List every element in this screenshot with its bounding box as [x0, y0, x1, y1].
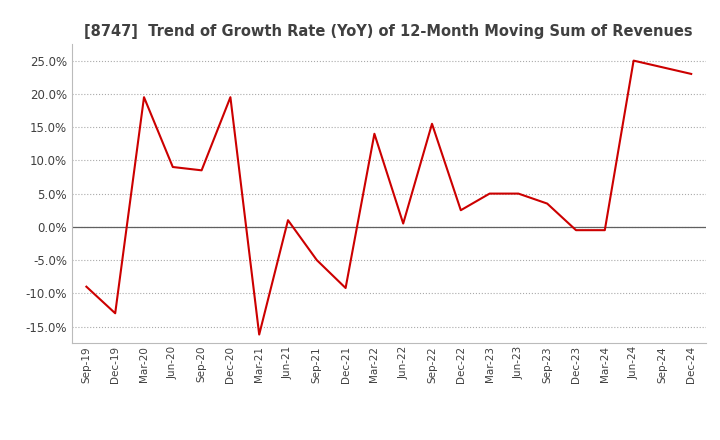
Title: [8747]  Trend of Growth Rate (YoY) of 12-Month Moving Sum of Revenues: [8747] Trend of Growth Rate (YoY) of 12-…	[84, 24, 693, 39]
